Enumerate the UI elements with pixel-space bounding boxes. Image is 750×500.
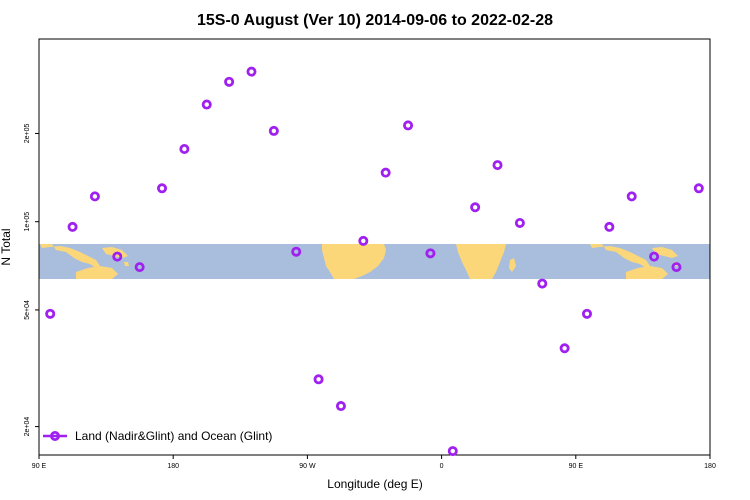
legend: Land (Nadir&Glint) and Ocean (Glint) xyxy=(43,429,272,443)
data-point xyxy=(201,99,212,110)
x-tick-label: 90 E xyxy=(569,463,584,470)
data-point xyxy=(358,235,369,246)
data-point xyxy=(45,308,56,319)
land-south-america xyxy=(322,244,386,279)
data-point xyxy=(671,262,682,273)
legend-entry-label: Land (Nadir&Glint) and Ocean (Glint) xyxy=(75,429,272,443)
data-point xyxy=(246,66,257,77)
y-tick-label: 2e+04 xyxy=(24,417,31,437)
data-point xyxy=(492,160,503,171)
data-point xyxy=(179,144,190,155)
x-axis-label: Longitude (deg E) xyxy=(327,477,422,491)
data-point xyxy=(649,251,660,262)
data-point xyxy=(537,278,548,289)
land-africa xyxy=(456,244,506,279)
y-tick-label: 5e+04 xyxy=(24,300,31,320)
data-point xyxy=(470,202,481,213)
data-point xyxy=(224,76,235,87)
data-point xyxy=(380,167,391,178)
plot-frame xyxy=(38,38,711,456)
y-tick-label: 2e+05 xyxy=(24,124,31,144)
land-australia-right xyxy=(626,266,668,279)
land-indonesia-left xyxy=(40,244,100,268)
data-point xyxy=(447,446,458,457)
data-point xyxy=(693,183,704,194)
land-indonesia-right xyxy=(590,244,650,268)
chart-title: 15S-0 August (Ver 10) 2014-09-06 to 2022… xyxy=(197,12,553,29)
data-point xyxy=(514,217,525,228)
land-masses xyxy=(40,244,679,279)
land-new-guinea-right xyxy=(652,247,678,258)
data-point xyxy=(268,125,279,136)
data-point xyxy=(112,251,123,262)
y-tick-label: 1e+05 xyxy=(24,212,31,232)
x-tick-label: 180 xyxy=(704,463,716,470)
data-point xyxy=(134,262,145,273)
x-axis: 90 E 180 90 W 0 90 E 180 xyxy=(32,455,716,470)
x-tick-label: 180 xyxy=(167,463,179,470)
map-strip xyxy=(39,244,710,279)
data-point xyxy=(67,221,78,232)
legend-marker-circle xyxy=(50,430,61,441)
land-australia-left xyxy=(76,266,118,279)
x-tick-label: 90 W xyxy=(299,463,316,470)
land-madagascar xyxy=(509,258,516,272)
data-point xyxy=(604,221,615,232)
data-points xyxy=(45,66,704,457)
x-tick-label: 0 xyxy=(440,463,444,470)
data-point xyxy=(291,246,302,257)
y-axis-label: N Total xyxy=(0,228,13,265)
data-point xyxy=(335,401,346,412)
data-point xyxy=(626,191,637,202)
data-point xyxy=(313,374,324,385)
land-islands-left xyxy=(92,262,129,278)
x-tick-label: 90 E xyxy=(32,463,47,470)
y-axis: 2e+04 5e+04 1e+05 2e+05 xyxy=(24,124,39,437)
data-point xyxy=(581,308,592,319)
data-point xyxy=(403,120,414,131)
data-point xyxy=(157,183,168,194)
data-point xyxy=(559,343,570,354)
data-point xyxy=(89,191,100,202)
data-point xyxy=(425,248,436,259)
